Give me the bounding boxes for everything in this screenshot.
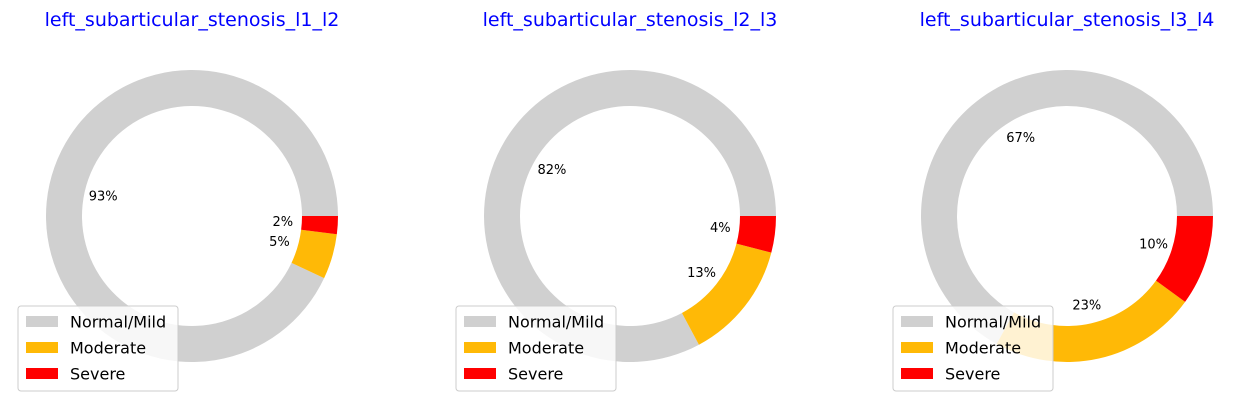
donut-chart-3: left_subarticular_stenosis_l3_l4 67% 23% 10… [892, 9, 1215, 392]
legend-label: Moderate [508, 339, 584, 358]
legend-label: Severe [945, 365, 1000, 384]
slice-percent-label: 10% [1139, 238, 1168, 253]
legend-swatch [26, 368, 58, 379]
legend-swatch [901, 316, 933, 327]
chart-legend: Normal/Mild Moderate Severe [455, 305, 617, 392]
slice-percent-label: 4% [710, 221, 731, 236]
slice-percent-label: 23% [1072, 298, 1101, 313]
legend-label: Severe [508, 365, 563, 384]
legend-label: Normal/Mild [508, 313, 604, 332]
legend-swatch [464, 368, 496, 379]
chart-title: left_subarticular_stenosis_l3_l4 [920, 9, 1215, 31]
slice-moderate [681, 243, 772, 345]
slice-severe [736, 216, 776, 253]
legend-swatch [464, 316, 496, 327]
chart-title: left_subarticular_stenosis_l2_l3 [483, 9, 778, 31]
legend-swatch [26, 342, 58, 353]
legend-swatch [464, 342, 496, 353]
legend-label: Moderate [70, 339, 146, 358]
legend-label: Normal/Mild [70, 313, 166, 332]
slice-percent-label: 82% [537, 163, 566, 178]
legend-label: Severe [70, 365, 125, 384]
legend-swatch [901, 342, 933, 353]
slice-severe [1155, 216, 1213, 302]
slice-percent-label: 67% [1006, 131, 1035, 146]
slice-percent-label: 13% [687, 266, 716, 281]
legend-label: Moderate [945, 339, 1021, 358]
chart-title: left_subarticular_stenosis_l1_l2 [45, 9, 340, 31]
donut-chart-2: left_subarticular_stenosis_l2_l3 82% 13% 4%… [455, 9, 778, 392]
legend-swatch [901, 368, 933, 379]
slice-severe [301, 216, 338, 235]
slice-moderate [291, 229, 337, 279]
slice-percent-label: 93% [89, 190, 118, 205]
legend-swatch [26, 316, 58, 327]
donut-chart-1: left_subarticular_stenosis_l1_l2 93% 5% 2% N… [17, 9, 340, 392]
slice-percent-label: 2% [273, 215, 294, 230]
chart-legend: Normal/Mild Moderate Severe [892, 305, 1054, 392]
chart-legend: Normal/Mild Moderate Severe [17, 305, 179, 392]
slice-percent-label: 5% [269, 235, 290, 250]
legend-label: Normal/Mild [945, 313, 1041, 332]
